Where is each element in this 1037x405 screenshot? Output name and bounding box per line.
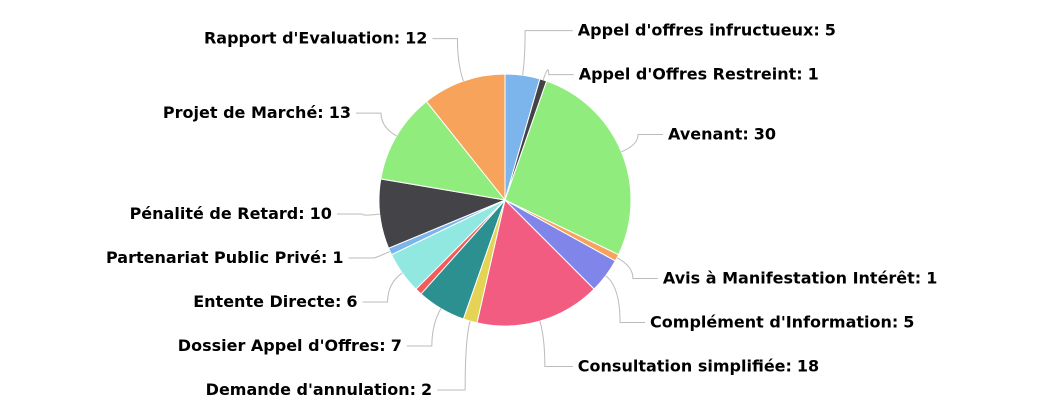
data-label: Pénalité de Retard: 10 <box>130 204 332 223</box>
category-label: Avenant: <box>668 124 749 143</box>
category-label: Demande d'annulation: <box>206 380 416 399</box>
value-label: 2 <box>421 380 432 399</box>
category-label: Complément d'Information: <box>650 312 898 331</box>
connector <box>432 38 464 82</box>
category-label: Appel d'offres infructueux: <box>578 20 820 39</box>
connector <box>437 320 471 391</box>
value-label: 18 <box>797 356 819 375</box>
data-label: Rapport d'Evaluation: 12 <box>204 28 427 47</box>
category-label: Rapport d'Evaluation: <box>204 28 400 47</box>
data-label: Demande d'annulation: 2 <box>206 380 433 399</box>
data-label: Complément d'Information: 5 <box>650 312 914 331</box>
connector <box>522 30 573 76</box>
data-label: Appel d'Offres Restreint: 1 <box>579 64 819 83</box>
value-label: 10 <box>310 204 332 223</box>
category-label: Projet de Marché: <box>163 103 324 122</box>
connector <box>542 69 574 81</box>
pie-slice <box>504 80 632 256</box>
data-label: Appel d'offres infructueux: 5 <box>578 20 836 39</box>
value-label: 5 <box>903 312 914 331</box>
value-label: 12 <box>405 28 427 47</box>
connector <box>616 257 658 279</box>
category-label: Pénalité de Retard: <box>130 204 305 223</box>
data-label: Avenant: 30 <box>668 124 776 143</box>
data-label: Dossier Appel d'Offres: 7 <box>178 336 402 355</box>
category-label: Consultation simplifiée: <box>578 356 792 375</box>
connector <box>348 251 391 259</box>
category-label: Partenariat Public Privé: <box>106 248 327 267</box>
connector <box>336 213 380 216</box>
connector <box>605 275 646 323</box>
data-label: Avis à Manifestation Intérêt: 1 <box>663 268 937 287</box>
connector <box>355 112 397 137</box>
value-label: 6 <box>346 292 357 311</box>
category-label: Avis à Manifestation Intérêt: <box>663 268 921 287</box>
data-label: Entente Directe: 6 <box>193 292 357 311</box>
value-label: 1 <box>808 64 819 83</box>
data-label: Partenariat Public Privé: 1 <box>106 248 344 267</box>
value-label: 30 <box>754 124 776 143</box>
pie-slice <box>476 199 595 327</box>
data-label: Projet de Marché: 13 <box>163 103 351 122</box>
value-label: 7 <box>391 336 402 355</box>
value-label: 1 <box>926 268 937 287</box>
category-label: Appel d'Offres Restreint: <box>579 64 803 83</box>
data-label: Consultation simplifiée: 18 <box>578 356 819 375</box>
category-label: Dossier Appel d'Offres: <box>178 336 386 355</box>
value-label: 5 <box>825 20 836 39</box>
connector <box>362 272 403 303</box>
category-label: Entente Directe: <box>193 292 341 311</box>
value-label: 1 <box>332 248 343 267</box>
connector <box>539 320 573 367</box>
connector <box>406 308 442 347</box>
connector <box>621 134 664 153</box>
value-label: 13 <box>329 103 351 122</box>
